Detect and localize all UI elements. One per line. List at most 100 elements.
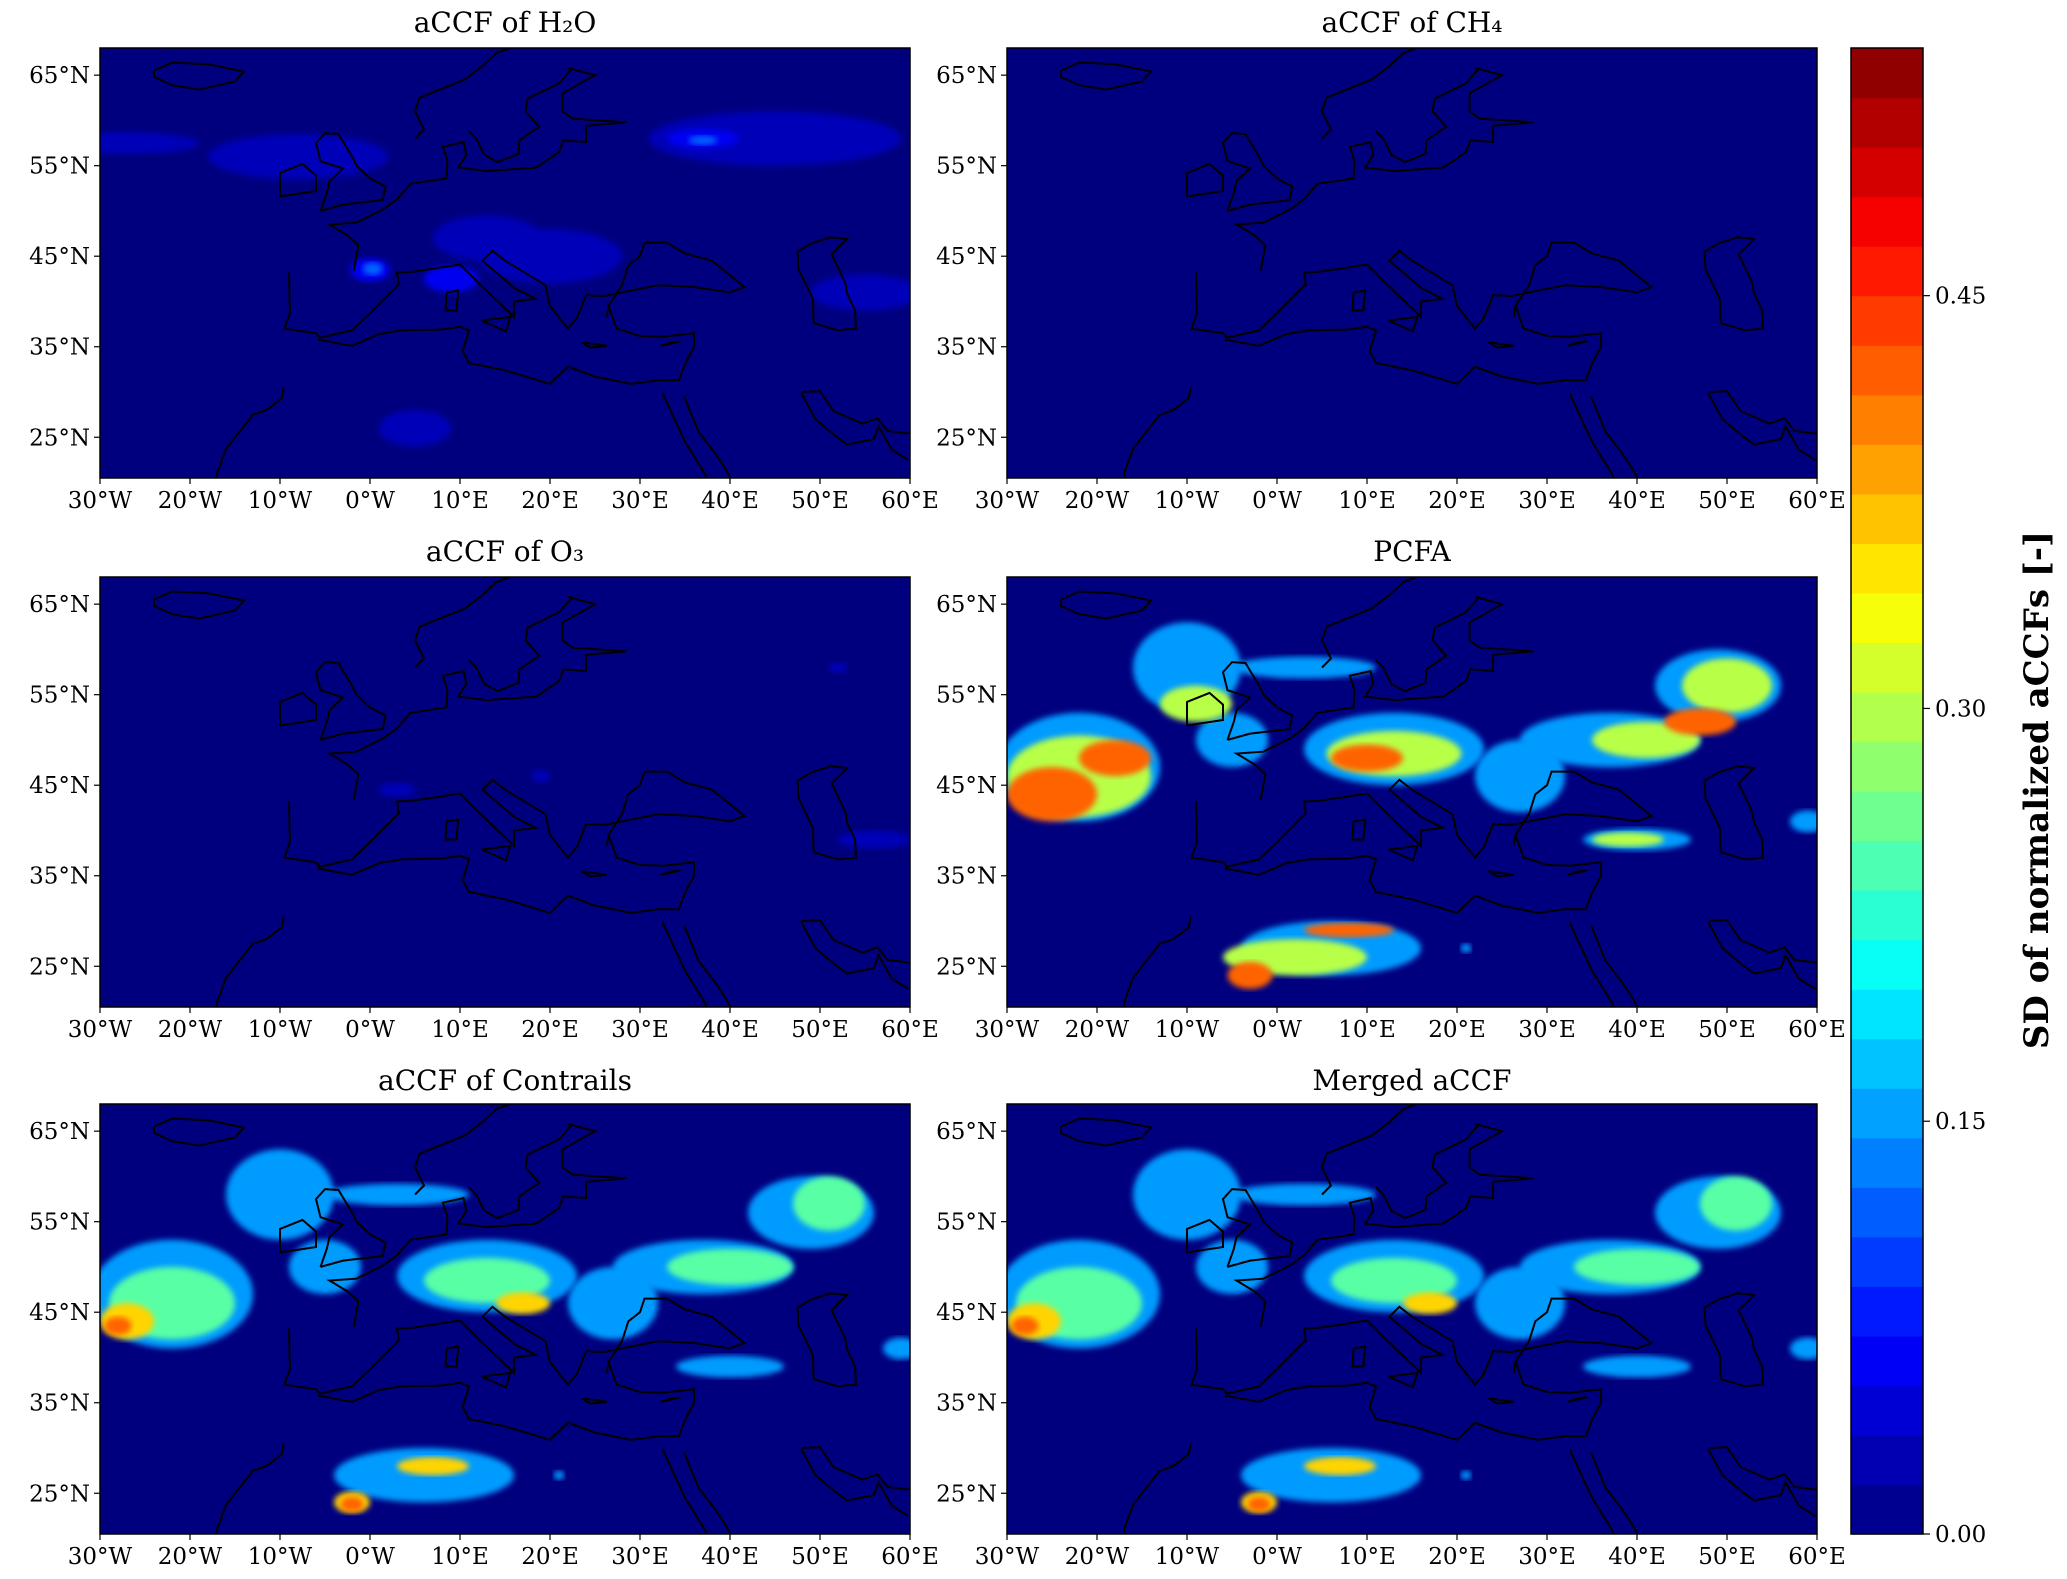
coastline — [216, 916, 285, 1007]
x-tick-label: 30°E — [1518, 1544, 1576, 1570]
coastlines — [153, 577, 910, 1007]
heatmap-cell — [104, 1316, 132, 1335]
heatmap-cell — [1574, 1248, 1700, 1286]
x-tick-label: 30°E — [611, 1017, 669, 1043]
heatmap-cell — [667, 1248, 793, 1286]
coastline — [580, 1397, 607, 1405]
colorbar-band — [1851, 196, 1923, 247]
heatmap-cell — [1232, 656, 1376, 679]
heatmap-cell — [838, 830, 910, 849]
coastline — [1190, 770, 1654, 868]
x-tick-label: 20°E — [1428, 1017, 1486, 1043]
x-tick-label: 30°E — [1518, 1017, 1576, 1043]
heatmap-cell — [1331, 1257, 1457, 1304]
colorbar-ticks: 0.00 0.15 0.30 0.45 — [1923, 284, 1986, 1548]
heatmap-cell — [424, 265, 478, 293]
colorbar-band — [1851, 592, 1923, 643]
coastline — [801, 390, 910, 435]
coastline — [413, 1104, 510, 1196]
panel-frame — [1006, 47, 1818, 479]
y-tick-label: 45°N — [936, 244, 997, 270]
heatmap-cell — [1304, 1457, 1376, 1476]
coastline — [468, 1123, 574, 1220]
x-tick-label: 0°W — [1252, 1544, 1302, 1570]
heatmap-cell — [568, 1266, 658, 1340]
x-tick-label: 30°W — [68, 1544, 133, 1570]
heatmap-cell — [1331, 744, 1403, 772]
coastline — [1567, 340, 1588, 347]
heatmap-cell — [1160, 685, 1232, 722]
colorbar-band — [1851, 1286, 1923, 1337]
coastline — [1224, 305, 1602, 386]
x-tick-label: 20°W — [158, 1544, 223, 1570]
x-tick-label: 40°E — [701, 1017, 759, 1043]
coastline — [661, 392, 708, 478]
coastline — [1224, 834, 1602, 915]
coastline — [1375, 1123, 1481, 1220]
coastline — [1388, 844, 1419, 862]
heatmap-cell — [1247, 1496, 1271, 1512]
colorbar-tick-label: 0.30 — [1935, 696, 1986, 722]
x-tick-label: 10°W — [248, 1544, 313, 1570]
x-tick-label: 10°W — [248, 488, 313, 514]
coastline — [481, 1371, 512, 1389]
coastline — [1590, 1452, 1639, 1534]
coastline — [1221, 132, 1294, 212]
y-tick-label: 55°N — [936, 154, 997, 180]
coastline — [317, 305, 695, 386]
coastline — [1351, 289, 1367, 312]
x-tick-label: 20°E — [521, 1017, 579, 1043]
coastline — [1186, 1218, 1224, 1254]
heatmap-cell — [379, 410, 451, 447]
x-tick-label: 30°W — [975, 488, 1040, 514]
heatmap-field — [100, 577, 910, 1007]
y-tick-label: 65°N — [29, 1119, 90, 1145]
x-tick-label: 20°E — [1428, 1544, 1486, 1570]
heatmap-cell — [1700, 1176, 1772, 1231]
coastline — [1487, 1397, 1514, 1405]
coastlines — [153, 1104, 910, 1534]
heatmap-cell — [1475, 739, 1565, 813]
colorbar-band — [1851, 48, 1923, 99]
colorbar-band — [1851, 1236, 1923, 1287]
heatmap-cell — [1232, 1183, 1376, 1206]
coastline — [661, 1448, 708, 1534]
heatmap-cell — [1196, 1239, 1268, 1295]
x-tick-label: 20°W — [1065, 1017, 1130, 1043]
coastline — [1320, 577, 1417, 669]
panel-ch4: aCCF of CH₄ 30°W 20°W 10°W 0°W 10°E 20°E 30°E 4… — [936, 6, 1846, 514]
panel-title: aCCF of O₃ — [426, 535, 584, 568]
y-tick-label: 35°N — [936, 1391, 997, 1417]
x-tick-label: 10°E — [1338, 1544, 1396, 1570]
coastline — [1703, 236, 1765, 332]
coastline — [153, 1117, 246, 1147]
heatmap-field — [1007, 577, 1817, 1007]
x-tick-label: 10°W — [1155, 1544, 1220, 1570]
coastline — [580, 870, 607, 878]
colorbar-band — [1851, 345, 1923, 396]
coastline — [796, 236, 858, 332]
x-tick-label: 30°E — [611, 488, 669, 514]
coastline — [1512, 813, 1530, 847]
coastline — [800, 392, 909, 461]
x-tick-label: 30°E — [611, 1544, 669, 1570]
heatmap-cell — [397, 1457, 469, 1476]
x-tick-label: 10°W — [248, 1017, 313, 1043]
panel-title: aCCF of H₂O — [414, 6, 597, 39]
colorbar-band — [1851, 1187, 1923, 1238]
coastline — [1123, 916, 1192, 1007]
y-tick-label: 25°N — [29, 954, 90, 980]
coastline — [314, 1188, 387, 1268]
x-tick-label: 0°W — [1252, 488, 1302, 514]
heatmap-cell — [1583, 1355, 1691, 1378]
panel-frame — [1006, 1103, 1818, 1535]
coastline — [1568, 392, 1615, 478]
coastline — [1707, 921, 1816, 990]
y-tick-label: 45°N — [936, 1300, 997, 1326]
y-tick-label: 65°N — [936, 1119, 997, 1145]
y-tick-label: 55°N — [29, 1210, 90, 1236]
heatmap-cell — [1007, 767, 1097, 822]
coastline — [1186, 162, 1224, 198]
coastline — [1224, 1361, 1602, 1442]
coastline — [605, 284, 623, 318]
